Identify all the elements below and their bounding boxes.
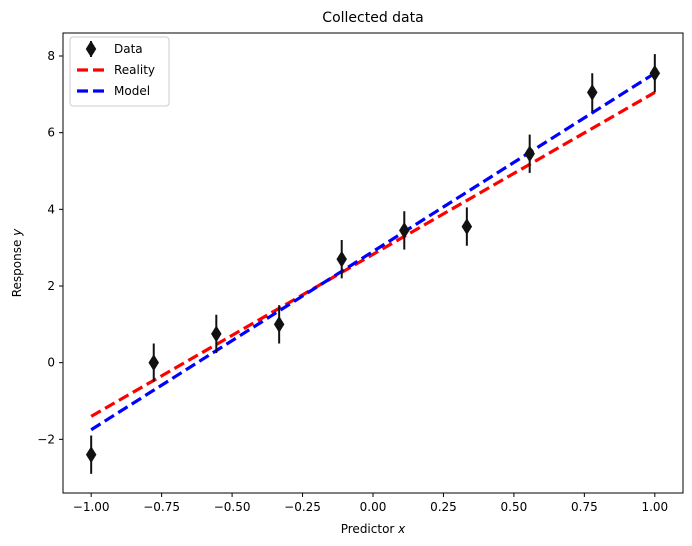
x-tick-label: 0.25: [430, 500, 457, 514]
data-point-diamond: [461, 218, 473, 236]
data-point-diamond: [586, 83, 598, 101]
x-axis-title: Predictor x: [341, 522, 406, 536]
y-axis-title: Response y: [10, 228, 24, 297]
legend-label-reality: Reality: [114, 63, 155, 77]
data-point-diamond: [85, 446, 97, 464]
y-axis-title-variable: y: [10, 228, 24, 237]
legend-diamond-marker: [85, 40, 97, 58]
x-axis-title-variable: x: [397, 522, 406, 536]
y-axis-ticks: −2 0 2 4 6 8: [37, 49, 63, 446]
data-point-diamond: [273, 315, 285, 333]
x-tick-label: 0.50: [501, 500, 528, 514]
x-tick-label: 1.00: [641, 500, 668, 514]
x-tick-label: −1.00: [73, 500, 110, 514]
data-point-diamond: [398, 221, 410, 239]
y-tick-label: 4: [47, 202, 55, 216]
x-axis-ticks: −1.00 −0.75 −0.50 −0.25 0.00 0.25 0.50 0.75 1.00: [73, 493, 668, 514]
y-axis-title-prefix: Response: [10, 236, 24, 297]
y-tick-label: 2: [47, 279, 55, 293]
y-tick-label: 8: [47, 49, 55, 63]
data-point-diamond: [211, 325, 222, 343]
series-line-reality: [90, 91, 656, 418]
y-tick-label: 0: [47, 356, 55, 370]
data-point-diamond: [649, 64, 661, 82]
line-series: [90, 71, 656, 432]
x-tick-label: 0.00: [360, 500, 387, 514]
legend-box: [69, 36, 170, 107]
y-tick-label: 6: [47, 126, 55, 140]
legend: Data Reality Model: [69, 36, 170, 107]
data-point-diamond: [524, 145, 535, 163]
data-point-diamond: [148, 354, 160, 372]
data-points: [85, 54, 661, 474]
x-tick-label: 0.75: [571, 500, 598, 514]
chart-title: Collected data: [322, 10, 423, 26]
y-tick-label: −2: [37, 432, 55, 446]
x-tick-label: −0.50: [214, 500, 251, 514]
x-tick-label: −0.25: [284, 500, 321, 514]
legend-label-model: Model: [114, 84, 150, 98]
x-tick-label: −0.75: [143, 500, 180, 514]
x-axis-title-prefix: Predictor: [341, 522, 398, 536]
data-point-diamond: [336, 250, 348, 268]
legend-label-data: Data: [114, 42, 143, 56]
plot-area-frame: [62, 32, 684, 494]
